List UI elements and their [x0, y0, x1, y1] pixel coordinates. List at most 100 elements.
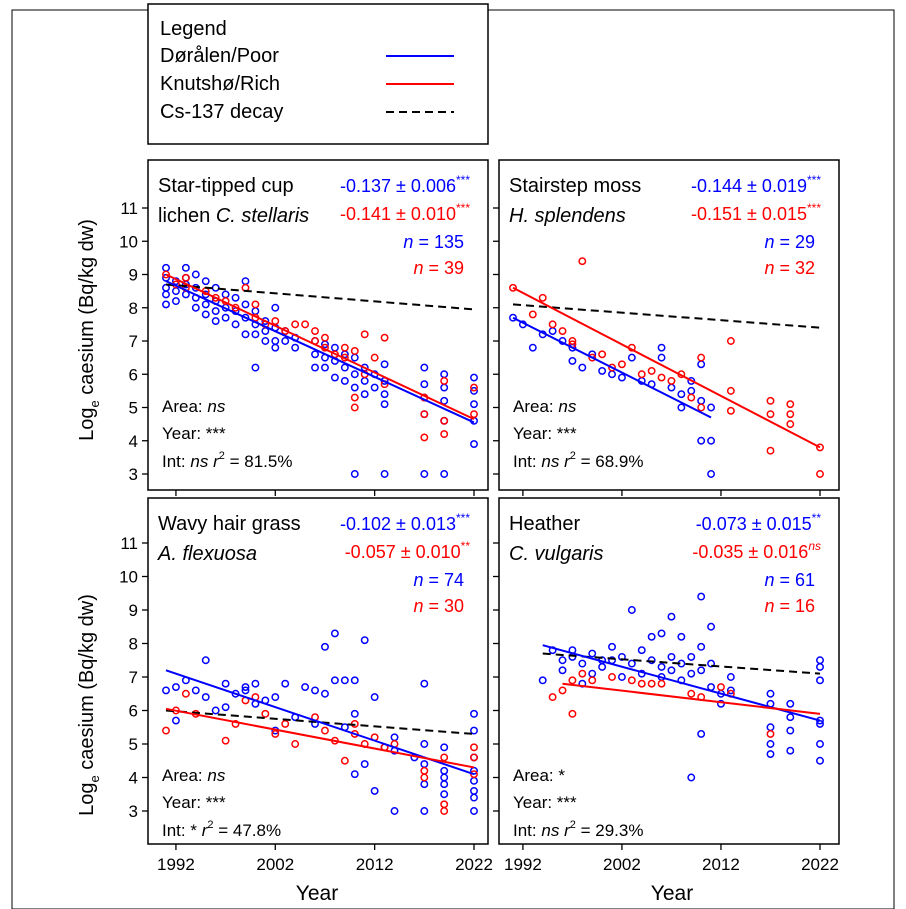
point-poor — [440, 743, 449, 752]
point-rich — [697, 403, 706, 412]
panel-title: Heather — [509, 513, 580, 535]
point-poor — [340, 363, 349, 372]
y-tick-label: 7 — [129, 668, 138, 687]
point-poor — [221, 313, 230, 322]
point-poor — [816, 740, 824, 748]
panel-species: H. splendens — [509, 205, 626, 227]
panel-subtitle: lichen C. stellaris — [158, 205, 309, 227]
panel-title: Stairstep moss — [509, 175, 641, 197]
point-poor — [470, 726, 478, 735]
slope-poor: -0.137 ± 0.006*** — [340, 173, 470, 196]
sig-rich: *** — [807, 201, 821, 215]
point-rich — [251, 300, 260, 309]
point-rich — [271, 730, 280, 738]
point-poor — [509, 313, 517, 322]
x-tick-label: 2002 — [256, 855, 294, 874]
point-poor — [171, 297, 180, 306]
y-tick-label: 8 — [129, 299, 138, 318]
point-poor — [201, 310, 210, 319]
point-poor — [271, 303, 280, 312]
x-axis-label-right: Year — [651, 882, 693, 905]
point-poor — [707, 470, 716, 478]
point-rich — [162, 270, 170, 279]
point-rich — [697, 353, 706, 362]
y-tick-label: 4 — [129, 769, 138, 788]
panel-species: C. vulgaris — [509, 543, 603, 565]
point-poor — [687, 773, 696, 782]
point-rich — [261, 709, 270, 718]
point-poor — [241, 686, 250, 695]
point-poor — [191, 686, 200, 695]
sig-poor: *** — [456, 173, 470, 187]
n-poor: n = 61 — [764, 570, 815, 590]
point-poor — [687, 669, 696, 678]
point-rich — [301, 320, 310, 329]
point-rich — [528, 310, 537, 319]
point-poor — [241, 300, 250, 309]
stat-area: Area: * — [513, 766, 565, 785]
point-rich — [181, 273, 190, 282]
point-poor — [598, 366, 607, 375]
point-poor — [657, 629, 666, 638]
x-tick-label: 2022 — [455, 855, 493, 874]
point-poor — [201, 693, 210, 702]
point-poor — [588, 649, 597, 658]
point-rich — [568, 676, 577, 685]
point-poor — [350, 470, 359, 478]
point-rich — [637, 679, 646, 688]
point-poor — [311, 363, 319, 372]
point-poor — [321, 642, 329, 651]
point-rich — [509, 283, 517, 292]
point-rich — [350, 730, 359, 738]
point-poor — [321, 689, 329, 698]
point-poor — [578, 363, 587, 372]
point-poor — [201, 300, 210, 309]
y-tick-label: 4 — [129, 432, 138, 451]
n-poor: n = 74 — [413, 570, 464, 590]
point-poor — [538, 676, 547, 685]
point-rich — [578, 257, 587, 266]
panel-title: Wavy hair grass — [158, 513, 301, 535]
point-poor — [340, 376, 349, 385]
point-poor — [211, 706, 220, 715]
point-poor — [191, 270, 200, 279]
point-poor — [241, 313, 250, 322]
panel-1: 3 4 5 6 7 8 9 10 11 Star-tipped cup lichen C. stel… — [119, 159, 489, 496]
legend-title: Legend — [160, 18, 227, 40]
point-rich — [598, 350, 607, 359]
point-rich — [470, 410, 478, 419]
point-poor — [390, 807, 399, 815]
point-poor — [608, 642, 616, 651]
point-rich — [470, 383, 478, 392]
y-tick-label: 5 — [129, 735, 138, 754]
point-poor — [717, 699, 725, 708]
point-poor — [251, 363, 260, 372]
legend-label: Knutshø/Rich — [160, 73, 280, 95]
trend-line-poor — [512, 316, 712, 419]
point-poor — [627, 353, 636, 362]
point-poor — [677, 390, 686, 399]
point-poor — [350, 709, 359, 718]
point-rich — [420, 433, 429, 442]
point-poor — [251, 330, 260, 339]
point-poor — [697, 436, 706, 445]
point-poor — [558, 656, 567, 665]
legend-label: Cs-137 decay — [160, 101, 283, 123]
point-poor — [420, 380, 429, 389]
panel-species: A. flexuosa — [157, 543, 257, 565]
point-poor — [617, 373, 626, 382]
point-rich — [440, 430, 449, 439]
sig-poor: *** — [807, 173, 821, 187]
point-rich — [766, 396, 775, 405]
sig-rich: ** — [461, 539, 471, 553]
point-rich — [786, 410, 795, 419]
point-rich — [420, 410, 429, 419]
point-rich — [617, 360, 626, 369]
point-rich — [766, 730, 775, 738]
stat-year: Year: *** — [162, 793, 226, 812]
point-poor — [281, 337, 290, 345]
point-rich — [726, 386, 735, 395]
point-poor — [726, 673, 735, 681]
point-poor — [647, 632, 656, 641]
y-tick-label: 3 — [129, 802, 138, 821]
